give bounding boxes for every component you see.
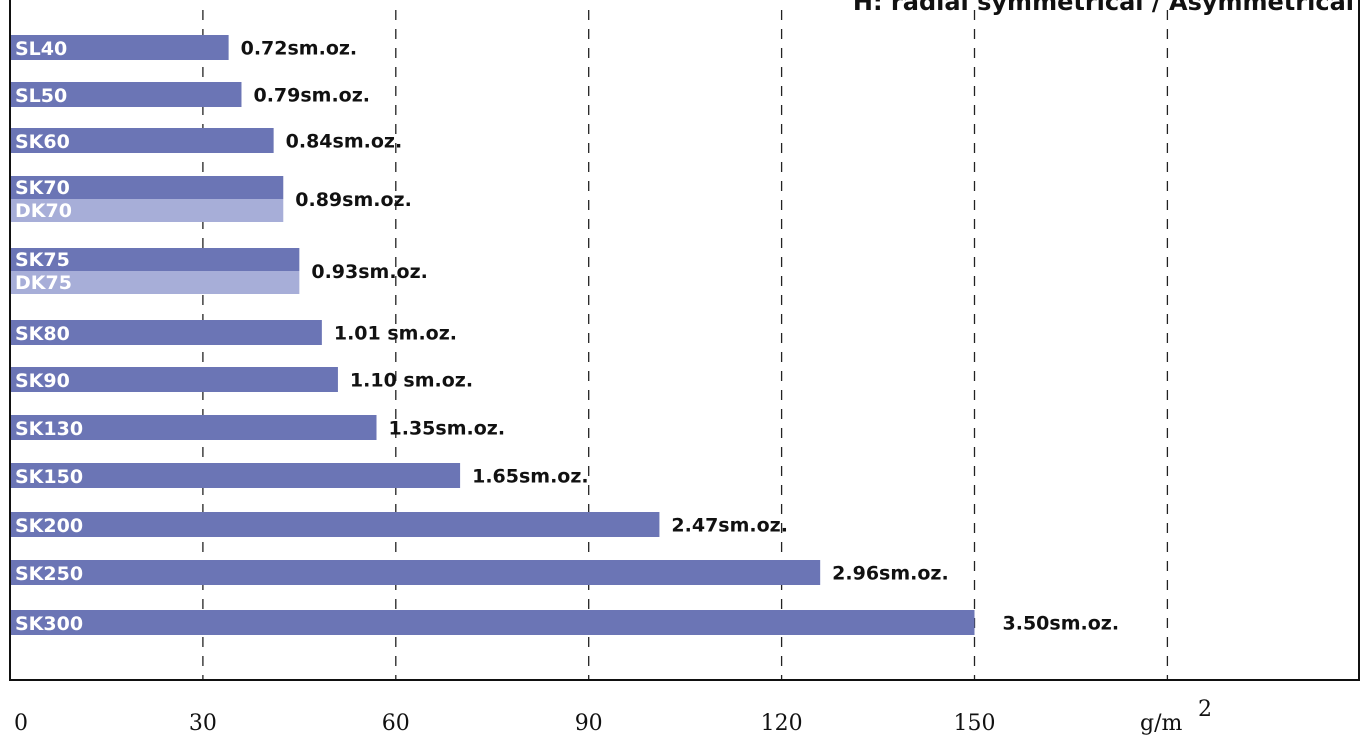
x-tick-label-150: 150 [954, 711, 996, 736]
bar-dk70 [10, 199, 284, 222]
bar-sk150 [10, 463, 461, 488]
bar-sl40 [10, 35, 229, 60]
x-unit-label: g/m [1140, 711, 1182, 736]
bar-label-sk70: SK70 [15, 177, 70, 199]
plot-frame [9, 0, 1360, 681]
bar-label-sk75: SK75 [15, 249, 70, 271]
chart-title: H: radial symmetrical / Asymmetrical [853, 0, 1354, 16]
bar-label-sk90: SK90 [15, 370, 70, 392]
x-tick-label-30: 30 [189, 711, 217, 736]
value-label-sl40: 0.72sm.oz. [241, 38, 358, 60]
value-label-sk60: 0.84sm.oz. [286, 131, 403, 153]
bar-sk200 [10, 512, 660, 537]
bar-label-sl40: SL40 [15, 38, 67, 60]
bar-dk75 [10, 271, 300, 294]
bar-label-sk300: SK300 [15, 613, 83, 635]
bar-sk80 [10, 320, 322, 345]
bar-sk70 [10, 176, 284, 199]
value-label-sk150: 1.65sm.oz. [472, 466, 589, 488]
bar-label-sl50: SL50 [15, 85, 67, 107]
value-label-sk70: 0.89sm.oz. [295, 189, 412, 211]
value-label-sk130: 1.35sm.oz. [389, 418, 506, 440]
value-label-sl50: 0.79sm.oz. [253, 85, 370, 107]
bar-label-sk60: SK60 [15, 131, 70, 153]
bar-sl50 [10, 82, 242, 107]
x-tick-label-120: 120 [761, 711, 803, 736]
bar-label-dk70: DK70 [15, 200, 72, 222]
x-unit-superscript: 2 [1198, 697, 1212, 722]
bar-label-sk80: SK80 [15, 323, 70, 345]
bar-label-sk200: SK200 [15, 515, 83, 537]
bar-sk250 [10, 560, 821, 585]
value-label-sk75: 0.93sm.oz. [311, 261, 428, 283]
value-label-sk80: 1.01 sm.oz. [334, 323, 457, 345]
value-label-sk250: 2.96sm.oz. [832, 563, 949, 585]
bar-label-sk250: SK250 [15, 563, 83, 585]
value-label-sk300: 3.50sm.oz. [1003, 613, 1120, 635]
bar-sk130 [10, 415, 377, 440]
bar-sk60 [10, 128, 274, 153]
x-tick-label-60: 60 [382, 711, 410, 736]
bar-sk90 [10, 367, 338, 392]
value-label-sk200: 2.47sm.oz. [671, 515, 788, 537]
bar-sk75 [10, 248, 300, 271]
value-label-sk90: 1.10 sm.oz. [350, 370, 473, 392]
x-tick-label-0: 0 [14, 711, 28, 736]
bar-label-dk75: DK75 [15, 272, 72, 294]
bar-label-sk130: SK130 [15, 418, 83, 440]
x-tick-label-90: 90 [575, 711, 603, 736]
bar-sk300 [10, 610, 975, 635]
bar-label-sk150: SK150 [15, 466, 83, 488]
